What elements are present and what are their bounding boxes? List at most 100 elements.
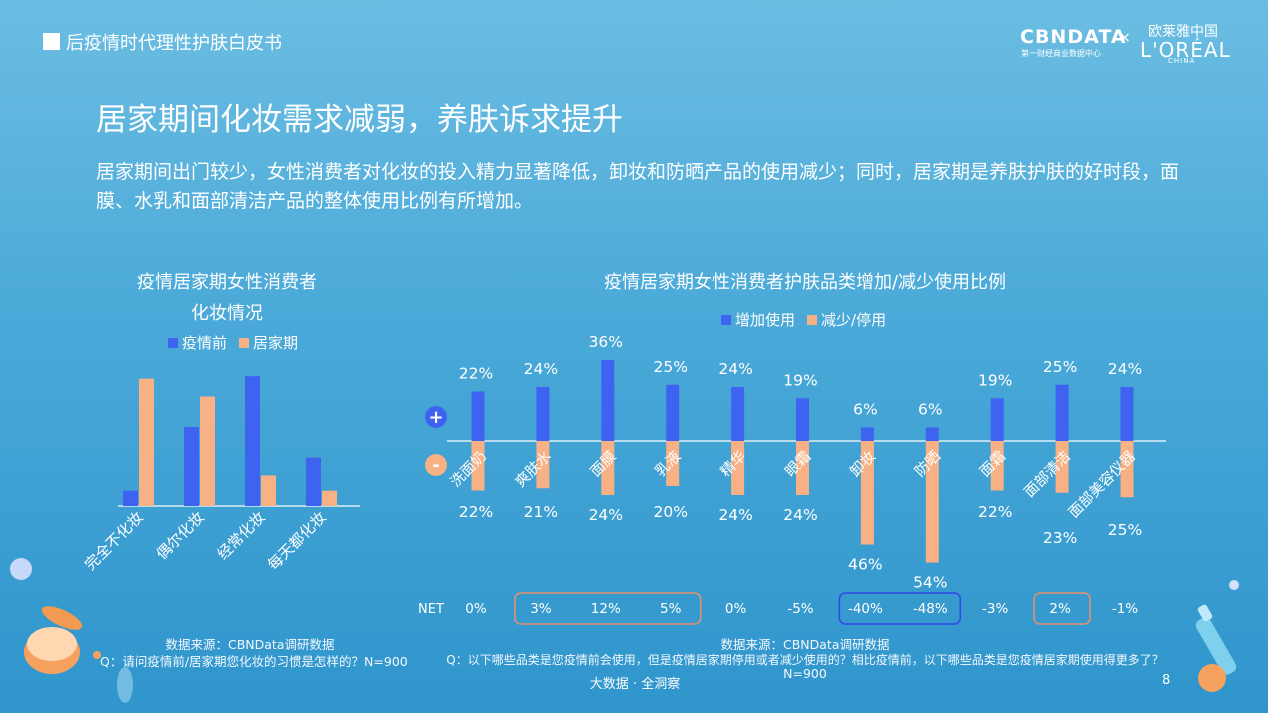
decrease-bar-10 — [1120, 441, 1134, 498]
left-bar-before-2 — [245, 376, 260, 506]
net-highlight-frame-1 — [838, 592, 962, 625]
decrease-bar-0 — [471, 441, 485, 491]
net-value-5: -5% — [787, 601, 813, 617]
left-bar-before-3 — [306, 457, 321, 506]
increase-label-3: 25% — [653, 358, 687, 376]
increase-label-8: 19% — [978, 371, 1012, 389]
increase-label-0: 22% — [459, 365, 493, 383]
net-value-9: 2% — [1049, 601, 1071, 617]
increase-label-1: 24% — [524, 360, 558, 378]
decrease-label-1: 21% — [524, 503, 558, 521]
increase-label-4: 24% — [718, 360, 752, 378]
decrease-label-9: 23% — [1043, 529, 1077, 547]
net-value-10: -1% — [1112, 601, 1138, 617]
left-bar-before-1 — [184, 427, 199, 506]
left-bar-home-2 — [261, 475, 276, 506]
brand-cross: × — [1119, 30, 1131, 46]
left-chart-source: 数据来源：CBNData调研数据 — [165, 637, 335, 652]
increase-bar-10 — [1120, 387, 1134, 441]
increase-bar-0 — [471, 391, 485, 441]
right-chart-sample-size: N=900 — [783, 666, 827, 681]
decrease-bar-5 — [796, 441, 809, 495]
decrease-label-5: 24% — [783, 506, 817, 524]
net-value-3: 5% — [660, 601, 682, 617]
right-chart-question: Q：以下哪些品类是您疫情前会使用，但是疫情居家期停用或者减少使用的？相比疫情前，… — [446, 653, 1164, 667]
increase-bar-2 — [601, 360, 615, 441]
page-description: 居家期间出门较少，女性消费者对化妆的投入精力显著降低，卸妆和防晒产品的使用减少；… — [96, 161, 1180, 212]
increase-label-5: 19% — [783, 371, 817, 389]
right-category-label-5: 眼霜 — [782, 448, 815, 481]
left-chart-title-line2: 化妆情况 — [191, 303, 263, 324]
decrease-label-4: 24% — [718, 506, 752, 524]
decrease-label-6: 46% — [848, 556, 882, 574]
decrease-label-0: 22% — [459, 503, 493, 521]
decrease-bar-8 — [990, 441, 1004, 491]
plus-badge: + — [425, 406, 447, 428]
header-title: 后疫情时代理性护肤白皮书 — [66, 33, 282, 54]
page-title: 居家期间化妆需求减弱，养肤诉求提升 — [96, 102, 623, 138]
footer-slogan: 大数据 · 全洞察 — [589, 677, 681, 692]
left-chart-question: Q：请问疫情前/居家期您化妆的习惯是怎样的？N=900 — [100, 654, 408, 669]
increase-bar-1 — [536, 387, 550, 441]
net-value-2: 12% — [591, 601, 621, 617]
decrease-label-7: 54% — [913, 574, 947, 592]
legend-label-home: 居家期 — [253, 334, 299, 352]
legend-label-decrease: 减少/停用 — [821, 311, 887, 329]
loreal-chinese-logo: 欧莱雅中国 — [1148, 24, 1218, 40]
plus-sign: + — [428, 407, 443, 428]
net-value-0: 0% — [465, 601, 487, 617]
increase-bar-9 — [1055, 384, 1069, 441]
header-bullet-square — [43, 33, 60, 50]
increase-bar-6 — [860, 427, 874, 441]
net-value-7: -48% — [913, 601, 948, 617]
decrease-bar-7 — [925, 441, 939, 563]
legend-label-increase: 增加使用 — [735, 311, 796, 329]
right-category-label-6: 卸妆 — [847, 448, 880, 481]
decrease-bar-3 — [666, 441, 680, 486]
left-chart-title-line1: 疫情居家期女性消费者 — [137, 272, 317, 293]
loreal-china-label: CHINA — [1168, 57, 1196, 65]
right-chart-legend: 增加使用 减少/停用 — [721, 309, 886, 330]
decrease-bar-6 — [860, 441, 874, 545]
minus-sign: - — [432, 455, 439, 476]
net-value-1: 3% — [530, 601, 552, 617]
page-number: 8 — [1162, 673, 1171, 688]
net-value-8: -3% — [982, 601, 1008, 617]
right-category-label-8: 面霜 — [977, 448, 1010, 481]
increase-bar-4 — [731, 387, 745, 441]
right-category-label-2: 面膜 — [587, 448, 620, 481]
increase-bar-5 — [796, 398, 809, 441]
left-bar-before-0 — [123, 490, 138, 506]
right-chart-source: 数据来源：CBNData调研数据 — [720, 637, 890, 652]
decrease-label-3: 20% — [653, 503, 687, 521]
increase-bar-7 — [925, 427, 939, 441]
legend-swatch-before — [168, 337, 178, 348]
legend-swatch-increase — [721, 314, 731, 325]
increase-label-7: 6% — [918, 401, 943, 419]
decrease-label-2: 24% — [589, 506, 623, 524]
serum-bottle-decoration — [1195, 580, 1239, 692]
legend-swatch-home — [239, 337, 250, 348]
cbndata-logo: CBNDATA — [1020, 26, 1127, 48]
legend-label-before: 疫情前 — [182, 334, 228, 352]
increase-label-6: 6% — [853, 401, 878, 419]
legend-swatch-decrease — [807, 314, 818, 325]
net-label: NET — [418, 602, 444, 617]
increase-label-10: 24% — [1108, 360, 1142, 378]
left-bar-home-1 — [200, 396, 215, 506]
right-chart-title: 疫情居家期女性消费者护肤品类增加/减少使用比例 — [603, 272, 1007, 293]
minus-badge: - — [425, 454, 447, 476]
increase-label-9: 25% — [1043, 358, 1077, 376]
right-category-label-4: 精华 — [717, 448, 750, 481]
net-value-4: 0% — [725, 601, 747, 617]
increase-label-2: 36% — [589, 333, 623, 351]
decrease-bar-2 — [601, 441, 615, 495]
left-chart-legend: 疫情前 居家期 — [168, 332, 298, 353]
left-bar-home-3 — [322, 490, 337, 506]
net-value-6: -40% — [848, 601, 883, 617]
decrease-label-8: 22% — [978, 503, 1012, 521]
cbndata-logo-subtitle: 第一财经商业数据中心 — [1021, 49, 1101, 58]
net-highlight-frame-0 — [514, 592, 702, 625]
decrease-bar-4 — [731, 441, 745, 495]
